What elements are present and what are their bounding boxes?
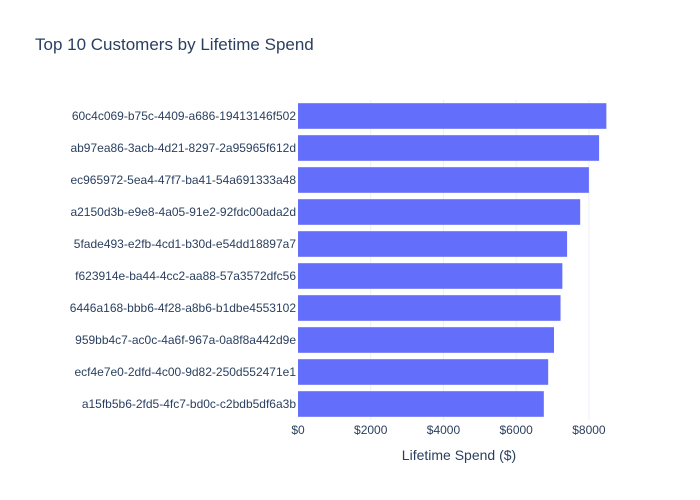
bar[interactable]	[298, 135, 600, 161]
bar[interactable]	[298, 263, 563, 289]
bars-layer	[298, 103, 607, 417]
bar[interactable]	[298, 199, 581, 225]
bar[interactable]	[298, 391, 544, 417]
bar[interactable]	[298, 167, 589, 193]
x-tick-label: $2000	[354, 423, 388, 437]
y-tick-label: a2150d3b-e9e8-4a05-91e2-92fdc00ada2d	[70, 205, 296, 219]
x-tick-label: $6000	[499, 423, 533, 437]
x-tick-label: $8000	[572, 423, 606, 437]
bar[interactable]	[298, 359, 549, 385]
y-tick-label: 959bb4c7-ac0c-4a6f-967a-0a8f8a442d9e	[75, 333, 296, 347]
y-tick-labels: 60c4c069-b75c-4409-a686-19413146f502 ab97…	[70, 109, 297, 411]
y-tick-label: ecf4e7e0-2dfd-4c00-9d82-250d552471e1	[74, 365, 296, 379]
y-tick-label: 5fade493-e2fb-4cd1-b30d-e54dd18897a7	[74, 237, 297, 251]
y-tick-label: 6446a168-bbb6-4f28-a8b6-b1dbe4553102	[70, 301, 297, 315]
y-tick-label: f623914e-ba44-4cc2-aa88-57a3572dfc56	[75, 269, 296, 283]
x-axis-title: Lifetime Spend ($)	[402, 447, 516, 463]
y-tick-label: 60c4c069-b75c-4409-a686-19413146f502	[72, 109, 297, 123]
bar[interactable]	[298, 231, 568, 257]
bar[interactable]	[298, 295, 561, 321]
bar[interactable]	[298, 327, 554, 353]
x-tick-labels: $0 $2000 $4000 $6000 $8000	[291, 423, 606, 437]
x-tick-label: $4000	[427, 423, 461, 437]
bar[interactable]	[298, 103, 607, 129]
y-tick-label: a15fb5b6-2fd5-4fc7-bd0c-c2bdb5df6a3b	[82, 397, 296, 411]
x-tick-label: $0	[291, 423, 305, 437]
y-tick-label: ec965972-5ea4-47f7-ba41-54a691333a48	[70, 173, 296, 187]
y-tick-label: ab97ea86-3acb-4d21-8297-2a95965f612d	[70, 141, 296, 155]
chart-title: Top 10 Customers by Lifetime Spend	[35, 35, 314, 54]
